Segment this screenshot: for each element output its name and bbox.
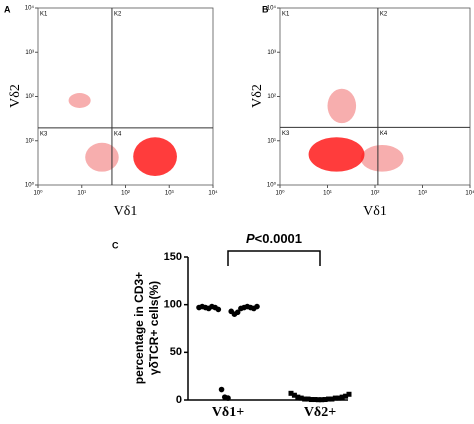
x-tick-label: 10¹ — [323, 191, 332, 197]
significance-bracket — [227, 250, 321, 266]
y-tick-label: 10² — [25, 94, 34, 100]
x-axis-title: Vδ1 — [363, 204, 387, 219]
cell-cluster — [327, 88, 357, 124]
data-point — [339, 394, 345, 400]
data-point — [332, 395, 338, 401]
y-tick-label: 10¹ — [25, 138, 34, 144]
y-axis-title: Vδ2 — [250, 84, 265, 108]
plot-frame — [37, 7, 214, 186]
y-tick-label: 10² — [267, 94, 276, 100]
data-point — [305, 396, 311, 402]
data-point — [295, 394, 301, 400]
y-tick-label: 10³ — [267, 50, 276, 56]
y-tick-label: 50 — [170, 346, 182, 358]
data-point — [298, 395, 304, 401]
x-tick-label: 10⁰ — [33, 190, 43, 197]
y-tick-label: 10⁴ — [25, 5, 35, 12]
x-tick-label: 10⁴ — [465, 190, 474, 197]
panel-label: C — [112, 240, 119, 250]
quadrant-label: K2 — [114, 12, 122, 18]
y-tick-label: 10³ — [25, 50, 34, 56]
quadrant-label: K4 — [114, 131, 122, 137]
p-text: <0.0001 — [255, 231, 302, 246]
p-value: P<0.0001 — [246, 231, 302, 246]
data-point — [346, 391, 352, 397]
x-tick-label: 10⁴ — [208, 190, 218, 197]
p-symbol: P — [246, 231, 255, 246]
data-point — [218, 386, 225, 393]
x-tick-label: 10² — [371, 191, 380, 197]
y-tick-label: 0 — [176, 394, 182, 406]
data-point — [302, 396, 308, 402]
data-point — [336, 395, 342, 401]
panel-label: A — [4, 4, 11, 14]
cell-cluster — [68, 92, 91, 108]
x-tick-label: 10³ — [165, 191, 174, 197]
x-tick-label: 10³ — [418, 191, 427, 197]
cell-cluster — [85, 142, 119, 172]
quadrant-label: K3 — [282, 131, 290, 137]
y-axis-title: γδTCR+ cells(%) — [147, 281, 161, 375]
x-tick-label: 10¹ — [77, 191, 86, 197]
y-axis-title: percentage in CD3+ — [132, 272, 146, 384]
x-axis-title: Vδ1 — [114, 204, 138, 219]
y-tick-label: 10⁰ — [267, 182, 277, 189]
data-point — [215, 306, 222, 313]
data-point — [319, 397, 325, 403]
data-point — [308, 397, 314, 403]
quadrant-label: K1 — [40, 12, 48, 18]
data-point — [291, 392, 297, 398]
cell-cluster — [308, 137, 365, 172]
quadrant-label: K3 — [40, 131, 48, 137]
x-tick-label: Vδ1+ — [212, 405, 244, 420]
data-point — [312, 397, 318, 403]
quadrant-label: K4 — [380, 131, 388, 137]
data-point — [254, 303, 260, 310]
cell-cluster — [133, 137, 177, 176]
cell-cluster — [360, 145, 404, 172]
data-point — [322, 397, 328, 403]
x-tick-label: 10⁰ — [275, 190, 285, 197]
data-point — [343, 393, 349, 399]
data-point — [315, 397, 321, 403]
y-tick-label: 10⁰ — [25, 182, 35, 189]
data-point — [288, 390, 294, 396]
panel-label: B — [262, 4, 269, 14]
data-point — [329, 396, 335, 402]
y-tick-label: 10⁴ — [267, 5, 277, 12]
quadrant-label: K2 — [380, 12, 388, 18]
y-tick-label: 100 — [164, 299, 182, 311]
y-axis-title: Vδ2 — [8, 84, 23, 108]
y-tick-label: 150 — [164, 251, 182, 263]
data-point — [225, 395, 231, 401]
data-point — [234, 309, 241, 316]
quadrant-label: K1 — [282, 12, 290, 18]
x-tick-label: 10² — [121, 191, 130, 197]
x-tick-label: Vδ2+ — [304, 405, 336, 420]
y-tick-label: 10¹ — [267, 138, 276, 144]
data-point — [326, 396, 332, 402]
